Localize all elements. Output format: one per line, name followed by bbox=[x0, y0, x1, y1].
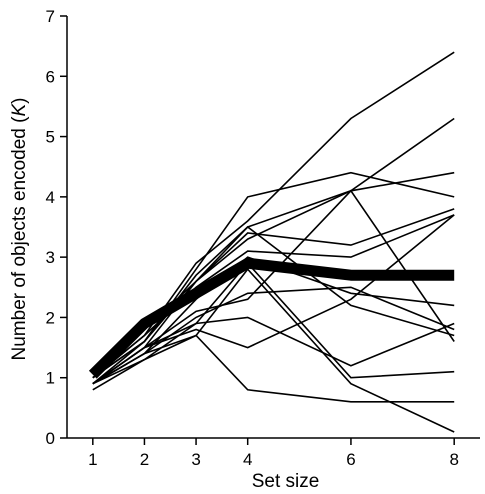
y-tick-label-7: 7 bbox=[46, 7, 55, 26]
y-tick-label-2: 2 bbox=[46, 308, 55, 327]
series-line-12 bbox=[92, 316, 455, 391]
series-layer bbox=[92, 51, 455, 433]
y-tick-label-3: 3 bbox=[46, 248, 55, 267]
y-tick-label-4: 4 bbox=[46, 188, 55, 207]
series-line-6 bbox=[92, 214, 455, 379]
y-axis-title: Number of objects encoded (K) bbox=[9, 98, 30, 361]
x-tick-label-3: 3 bbox=[191, 450, 200, 469]
y-ticks: 0 1 2 3 4 5 6 7 bbox=[46, 7, 67, 448]
x-tick-label-2: 2 bbox=[140, 450, 149, 469]
x-axis-title: Set size bbox=[252, 471, 320, 492]
series-line-15 bbox=[92, 334, 455, 403]
y-tick-label-1: 1 bbox=[46, 369, 55, 388]
mean-series-line bbox=[88, 257, 455, 379]
y-tick-label-5: 5 bbox=[46, 128, 55, 147]
x-tick-label-1: 1 bbox=[88, 450, 97, 469]
y-axis-title-main: Number of objects encoded ( bbox=[9, 116, 30, 361]
series-line-5 bbox=[92, 208, 455, 379]
x-tick-label-6: 6 bbox=[346, 450, 355, 469]
series-line-3 bbox=[92, 117, 455, 385]
mean-layer bbox=[88, 257, 455, 379]
series-line-14 bbox=[92, 267, 455, 433]
series-line-13 bbox=[92, 261, 455, 385]
y-tick-label-6: 6 bbox=[46, 67, 55, 86]
y-axis-title-variable: K bbox=[9, 103, 30, 117]
series-line-10 bbox=[92, 189, 455, 385]
x-tick-label-4: 4 bbox=[243, 450, 252, 469]
y-tick-label-0: 0 bbox=[46, 429, 55, 448]
x-tick-label-8: 8 bbox=[449, 450, 458, 469]
y-axis-title-end: ) bbox=[9, 98, 30, 104]
x-ticks: 1 2 3 4 6 8 bbox=[88, 438, 459, 469]
axes bbox=[66, 16, 480, 439]
